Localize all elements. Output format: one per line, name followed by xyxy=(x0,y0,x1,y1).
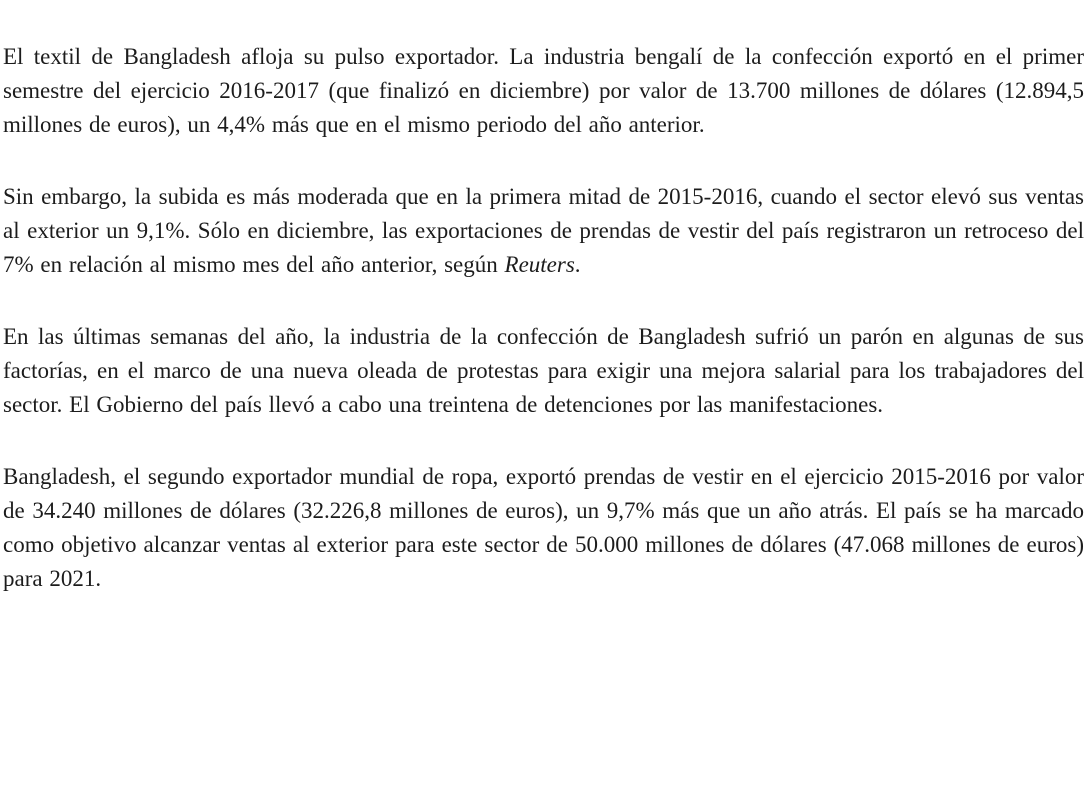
paragraph-text: Sin embargo, la subida es más moderada q… xyxy=(3,184,1084,277)
article-paragraph-growth-slowdown: Sin embargo, la subida es más moderada q… xyxy=(3,180,1084,282)
news-agency-name-italic: Reuters xyxy=(504,252,575,277)
paragraph-text: El textil de Bangladesh afloja su pulso … xyxy=(3,44,1084,137)
article-paragraph-protests: En las últimas semanas del año, la indus… xyxy=(3,320,1084,422)
article-paragraph-annual-figures: Bangladesh, el segundo exportador mundia… xyxy=(3,460,1084,596)
article-paragraph-exports-half-year: El textil de Bangladesh afloja su pulso … xyxy=(3,40,1084,142)
paragraph-text: En las últimas semanas del año, la indus… xyxy=(3,324,1084,417)
paragraph-text: Bangladesh, el segundo exportador mundia… xyxy=(3,464,1084,591)
paragraph-text: . xyxy=(574,252,581,277)
